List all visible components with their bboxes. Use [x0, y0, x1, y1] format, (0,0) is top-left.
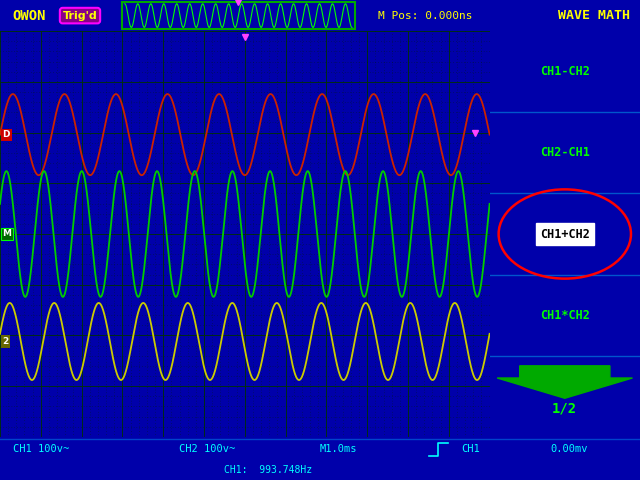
Text: CH1 100v~: CH1 100v~ — [13, 444, 69, 454]
Text: M Pos: 0.000ns: M Pos: 0.000ns — [378, 11, 472, 21]
Text: OWON: OWON — [13, 9, 46, 23]
Bar — [122, 2, 355, 29]
Text: WAVE MATH: WAVE MATH — [558, 9, 630, 22]
Text: CH2-CH1: CH2-CH1 — [540, 146, 589, 159]
Text: Trig'd: Trig'd — [63, 11, 97, 21]
Text: CH1: CH1 — [461, 444, 479, 454]
Text: D: D — [3, 130, 10, 139]
Text: 2: 2 — [3, 337, 9, 346]
Text: CH2 100v~: CH2 100v~ — [179, 444, 236, 454]
Text: CH1+CH2: CH1+CH2 — [540, 228, 589, 240]
Text: 1/2: 1/2 — [552, 401, 577, 415]
Text: CH1*CH2: CH1*CH2 — [540, 309, 589, 322]
Text: CH1-CH2: CH1-CH2 — [540, 65, 589, 78]
Text: 0.00mv: 0.00mv — [550, 444, 588, 454]
Text: CH1:  993.748Hz: CH1: 993.748Hz — [224, 466, 312, 476]
Text: M: M — [3, 229, 12, 239]
Text: M1.0ms: M1.0ms — [320, 444, 358, 454]
Polygon shape — [497, 366, 632, 398]
